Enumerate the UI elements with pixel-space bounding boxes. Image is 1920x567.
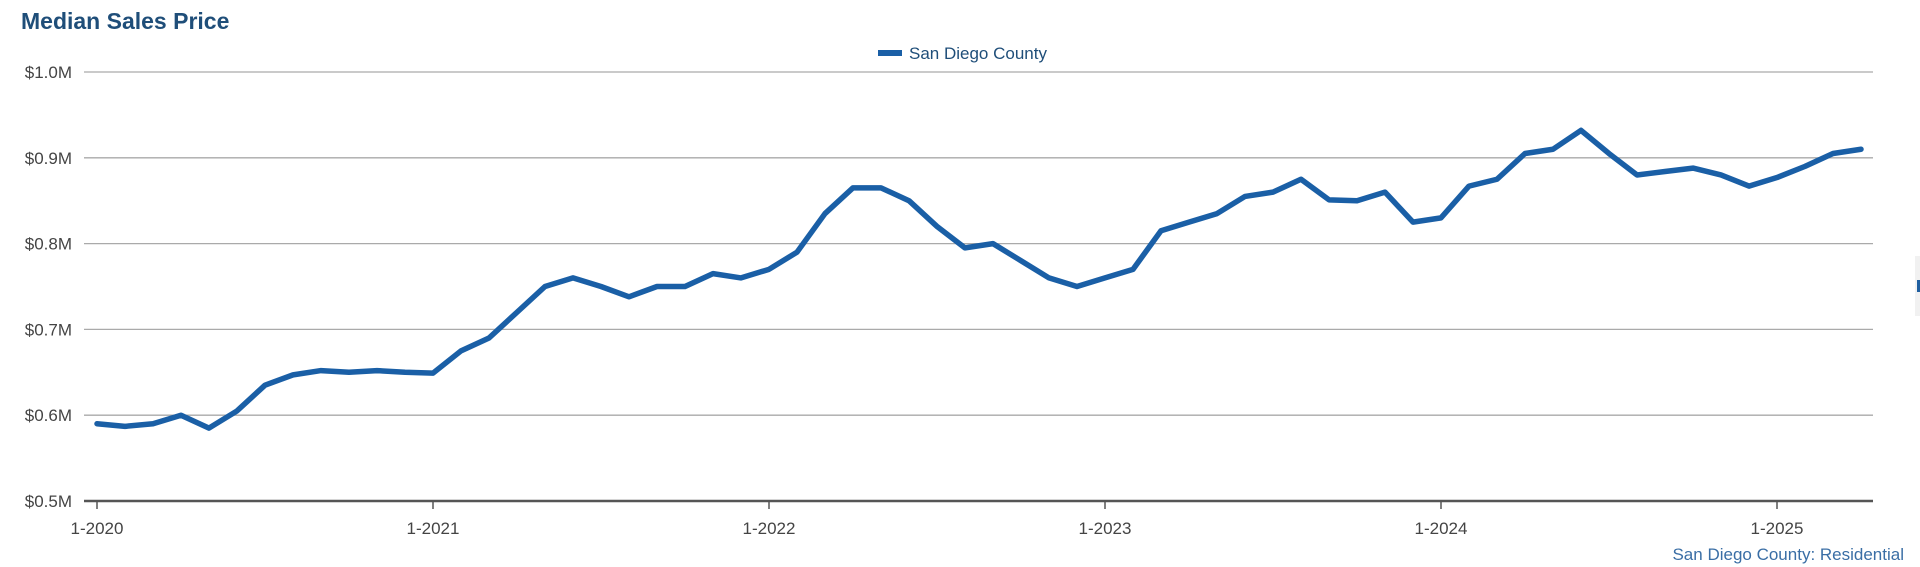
footer-note: San Diego County: Residential [1672,545,1904,564]
data-point[interactable] [1410,219,1416,225]
y-tick-label: $0.8M [25,235,72,254]
data-point[interactable] [94,421,100,427]
x-tick-label: 1-2021 [407,519,460,538]
series-layer [94,127,1864,431]
data-point[interactable] [710,271,716,277]
data-point[interactable] [542,284,548,290]
data-point[interactable] [1046,275,1052,281]
x-tick-label: 1-2020 [71,519,124,538]
data-point[interactable] [402,369,408,375]
data-point[interactable] [1858,146,1864,152]
series-line-san-diego-county[interactable] [94,127,1864,431]
x-tick-label: 1-2024 [1415,519,1468,538]
data-point[interactable] [906,198,912,204]
data-point[interactable] [990,241,996,247]
data-point[interactable] [1690,165,1696,171]
data-point[interactable] [150,421,156,427]
data-point[interactable] [822,211,828,217]
data-point[interactable] [1718,172,1724,178]
data-point[interactable] [318,368,324,374]
data-point[interactable] [850,185,856,191]
y-tick-label: $0.9M [25,149,72,168]
data-point[interactable] [206,425,212,431]
side-tab-marker-icon [1917,280,1920,292]
legend[interactable]: San Diego County [878,44,1047,63]
data-point[interactable] [1634,172,1640,178]
data-point[interactable] [1494,176,1500,182]
data-point[interactable] [934,223,940,229]
legend-label: San Diego County [909,44,1047,63]
data-point[interactable] [598,284,604,290]
data-point[interactable] [234,408,240,414]
data-point[interactable] [626,294,632,300]
x-tick-label: 1-2022 [743,519,796,538]
data-point[interactable] [1270,189,1276,195]
data-point[interactable] [654,284,660,290]
data-point[interactable] [1606,151,1612,157]
data-point[interactable] [1214,211,1220,217]
data-point[interactable] [1074,284,1080,290]
data-point[interactable] [1578,127,1584,133]
data-point[interactable] [962,245,968,251]
data-point[interactable] [486,335,492,341]
data-point[interactable] [122,423,128,429]
y-tick-label: $1.0M [25,63,72,82]
y-tick-label: $0.7M [25,320,72,339]
data-point[interactable] [1774,175,1780,181]
data-point[interactable] [1522,151,1528,157]
data-point[interactable] [458,348,464,354]
data-point[interactable] [1550,146,1556,152]
x-tick-label: 1-2025 [1751,519,1804,538]
data-point[interactable] [1130,266,1136,272]
data-point[interactable] [570,275,576,281]
data-point[interactable] [178,412,184,418]
data-point[interactable] [262,382,268,388]
data-point[interactable] [514,309,520,315]
data-point[interactable] [1158,228,1164,234]
data-point[interactable] [1326,197,1332,203]
data-point[interactable] [374,368,380,374]
x-tick-label: 1-2023 [1079,519,1132,538]
data-point[interactable] [346,369,352,375]
data-point[interactable] [766,266,772,272]
data-point[interactable] [794,249,800,255]
y-tick-label: $0.6M [25,406,72,425]
data-point[interactable] [1802,163,1808,169]
data-point[interactable] [1438,215,1444,221]
data-point[interactable] [1298,176,1304,182]
axes: $0.5M $0.6M $0.7M $0.8M $0.9M $1.0M 1-2020 1-20… [25,63,1873,538]
data-point[interactable] [738,275,744,281]
data-point[interactable] [1382,189,1388,195]
data-point[interactable] [430,370,436,376]
data-point[interactable] [1186,219,1192,225]
data-point[interactable] [878,185,884,191]
data-point[interactable] [1830,151,1836,157]
data-point[interactable] [1102,275,1108,281]
y-tick-label: $0.5M [25,492,72,511]
data-point[interactable] [1466,183,1472,189]
data-point[interactable] [1018,258,1024,264]
data-point[interactable] [1662,169,1668,175]
data-point[interactable] [290,372,296,378]
data-point[interactable] [682,284,688,290]
data-point[interactable] [1746,183,1752,189]
chart-title: Median Sales Price [21,8,230,34]
data-point[interactable] [1354,198,1360,204]
data-point[interactable] [1242,193,1248,199]
